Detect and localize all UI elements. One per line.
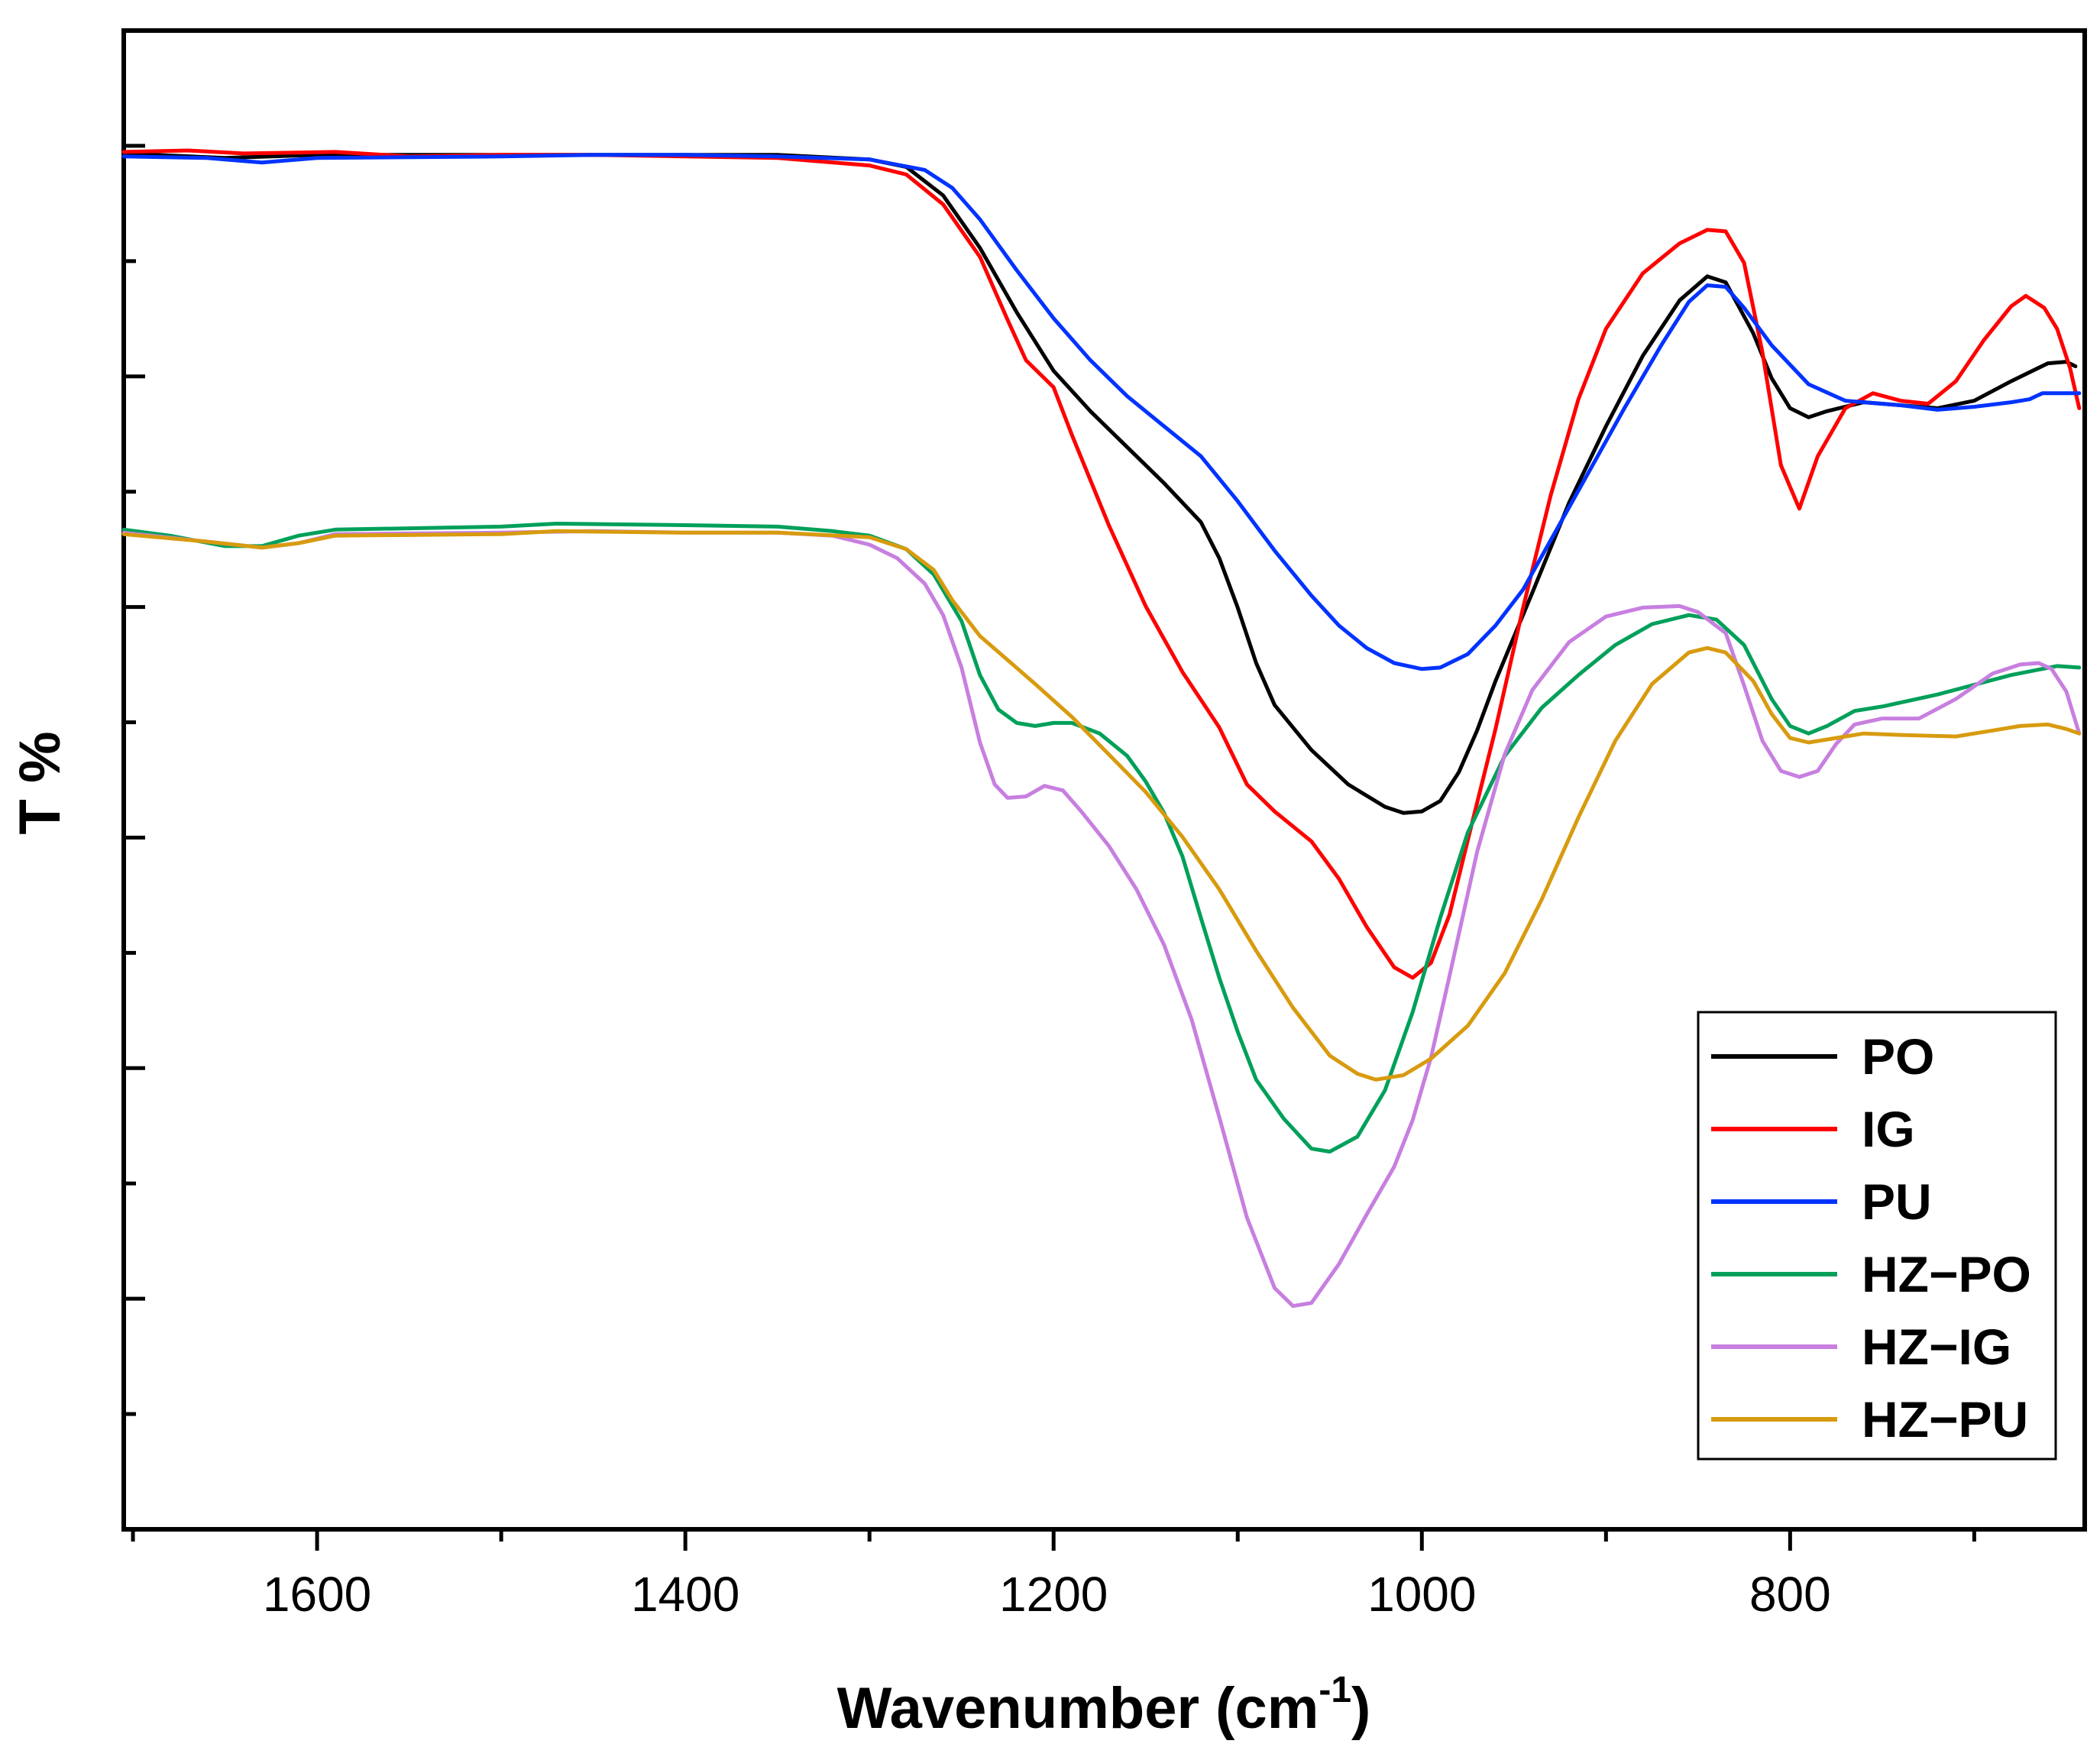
- x-tick-label: 1200: [999, 1567, 1108, 1622]
- series-line-hz-pu: [121, 529, 2082, 1082]
- x-axis-title-close: ): [1351, 1676, 1370, 1741]
- x-axis-title-superscript: -1: [1319, 1670, 1351, 1710]
- series-line-po: [121, 151, 2078, 815]
- legend: PO IG PU HZ−PO HZ−IG HZ−PU: [1697, 1011, 2057, 1461]
- x-axis-title: Wavenumber (cm-1): [837, 1670, 1371, 1741]
- x-axis-tick-labels: 1600 1400 1200 1000 800: [263, 1567, 1831, 1622]
- y-axis-title: T %: [8, 731, 73, 834]
- legend-label-po: PO: [1862, 1028, 1934, 1085]
- series-line-hz-po: [121, 522, 2082, 1154]
- legend-label-hz-po: HZ−PO: [1862, 1246, 2031, 1302]
- legend-box: [1697, 1011, 2057, 1461]
- legend-label-hz-ig: HZ−IG: [1862, 1318, 2011, 1375]
- x-tick-label: 1000: [1367, 1567, 1476, 1622]
- x-tick-label: 1600: [263, 1567, 371, 1622]
- series-line-ig: [121, 148, 2082, 980]
- plot-border: [121, 28, 2087, 1532]
- legend-label-ig: IG: [1862, 1101, 1915, 1157]
- legend-label-hz-pu: HZ−PU: [1862, 1391, 2028, 1448]
- legend-label-pu: PU: [1862, 1173, 1932, 1230]
- series-line-pu: [121, 153, 2082, 671]
- y-axis-ticks: [124, 144, 145, 1416]
- plot-area: [121, 28, 2087, 1532]
- x-tick-label: 800: [1749, 1567, 1831, 1622]
- series-lines: [121, 148, 2082, 1309]
- x-axis-title-main: Wavenumber (cm: [837, 1676, 1319, 1741]
- series-line-hz-ig: [121, 529, 2082, 1309]
- x-axis-ticks: [131, 1529, 1976, 1551]
- x-tick-label: 1400: [631, 1567, 739, 1622]
